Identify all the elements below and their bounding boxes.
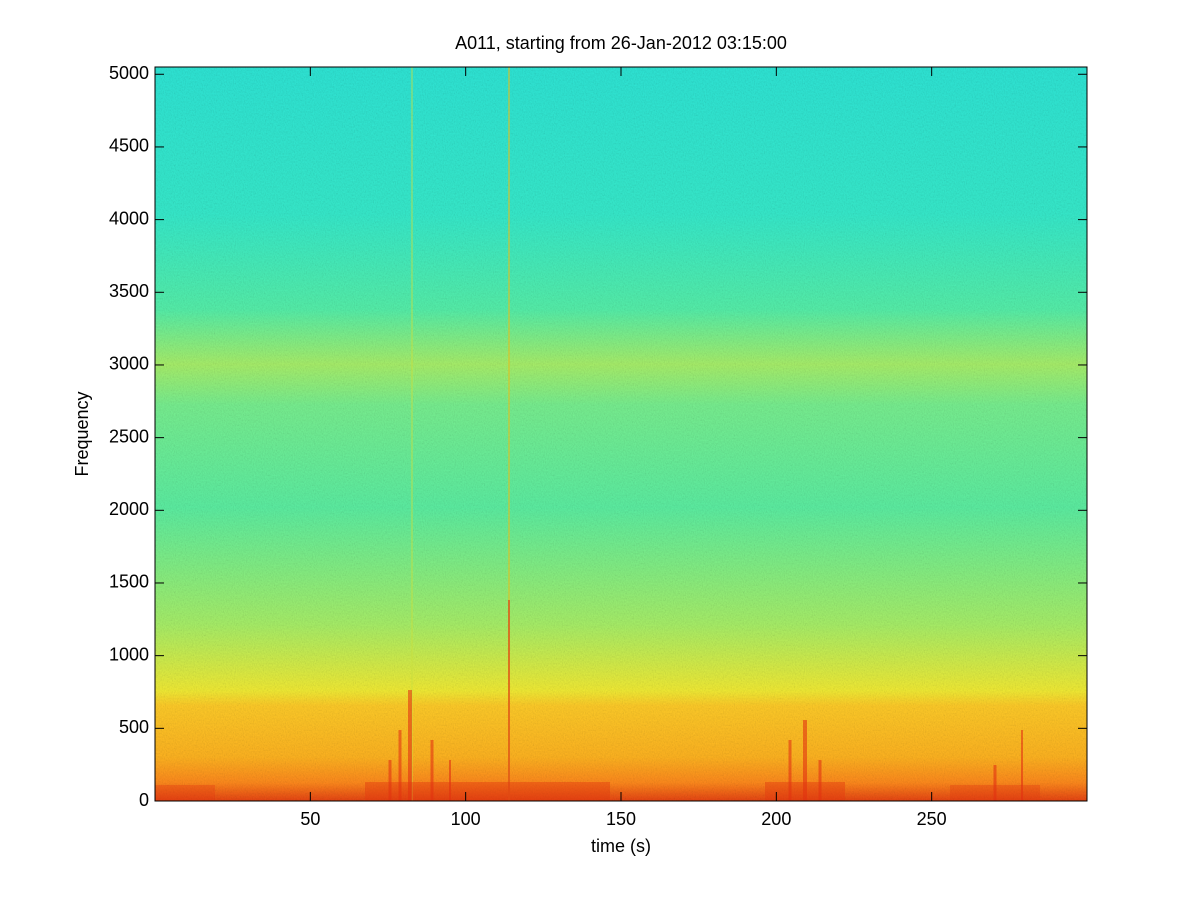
x-tick-label: 100	[451, 809, 481, 829]
spectrogram-noise	[155, 67, 1087, 801]
spectrogram-spikes	[388, 67, 1023, 801]
y-tick-label: 1000	[109, 644, 149, 664]
x-tick-label: 250	[917, 809, 947, 829]
x-axis-label: time (s)	[591, 836, 651, 856]
spectrogram-image	[155, 67, 1087, 801]
low-band	[765, 782, 845, 801]
y-tick-label: 4500	[109, 136, 149, 156]
x-tick-label: 200	[761, 809, 791, 829]
y-tick-label: 2000	[109, 499, 149, 519]
y-tick-label: 5000	[109, 63, 149, 83]
y-axis-label: Frequency	[72, 391, 92, 476]
x-tick-label: 150	[606, 809, 636, 829]
y-tick-label: 500	[119, 717, 149, 737]
low-band	[155, 785, 215, 801]
chart-title: A011, starting from 26-Jan-2012 03:15:00	[455, 33, 787, 53]
low-band	[950, 785, 1040, 801]
y-tick-label: 3000	[109, 354, 149, 374]
low-band	[365, 782, 610, 801]
y-tick-label: 3500	[109, 281, 149, 301]
y-tick-label: 0	[139, 790, 149, 810]
x-tick-label: 50	[300, 809, 320, 829]
y-tick-label: 1500	[109, 572, 149, 592]
y-tick-label: 4000	[109, 208, 149, 228]
y-tick-label: 2500	[109, 426, 149, 446]
